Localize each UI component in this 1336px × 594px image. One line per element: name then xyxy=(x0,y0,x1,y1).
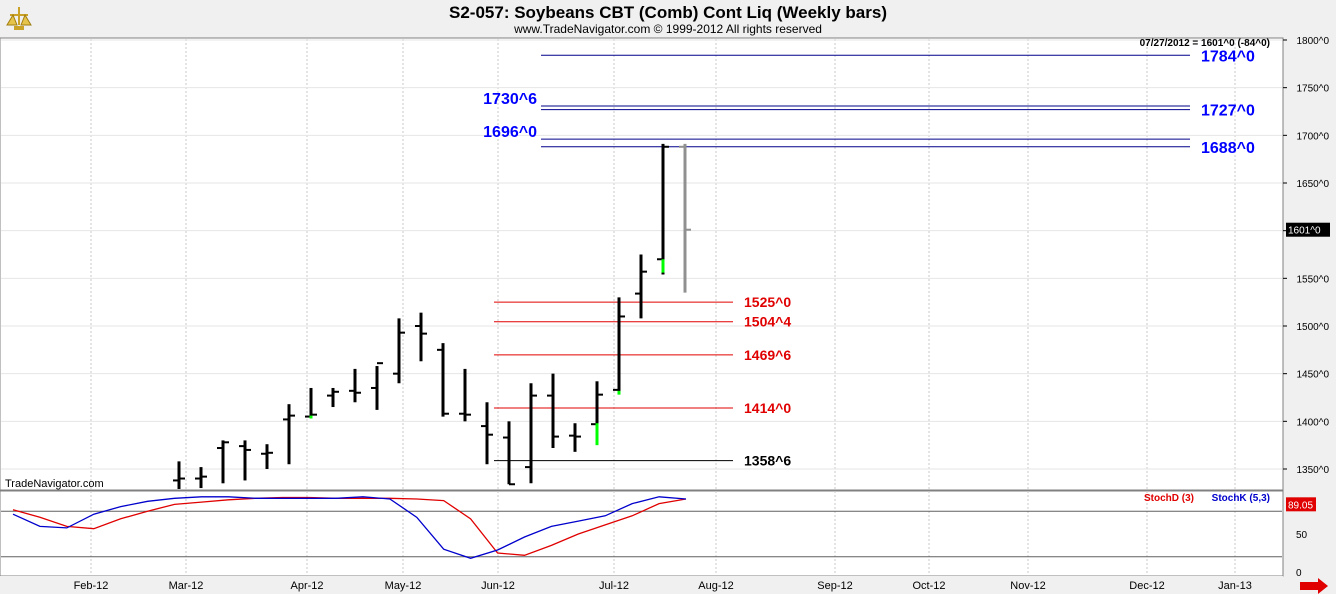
x-tick-label: Jul-12 xyxy=(599,580,629,592)
chart-header: S2-057: Soybeans CBT (Comb) Cont Liq (We… xyxy=(0,0,1336,38)
x-tick-label: Nov-12 xyxy=(1010,580,1045,592)
stochastic-indicator: StochD (3) StochK (5,3) 50 0 89.05 xyxy=(1,493,1316,579)
tradenavigator-logo xyxy=(6,7,32,30)
x-tick-label: Aug-12 xyxy=(698,580,733,592)
level-label: 1414^0 xyxy=(744,400,791,416)
status-readout: 07/27/2012 = 1601^0 (-84^0) xyxy=(1140,38,1270,49)
price-tick-label: 1550^0 xyxy=(1297,274,1330,285)
ohlc-bar xyxy=(415,312,427,362)
price-tick-label: 1800^0 xyxy=(1297,36,1330,47)
ohlc-bar xyxy=(349,368,361,403)
x-tick-label: Jun-12 xyxy=(481,580,515,592)
ohlc-bar xyxy=(195,467,207,489)
right-axis-area xyxy=(1283,38,1336,576)
ohlc-bar xyxy=(635,254,647,319)
stochK-legend: StochK (5,3) xyxy=(1212,493,1270,504)
ohlc-bar xyxy=(327,387,339,408)
level-lines: 1784^0 1730^6 1727^0 1696^0 1688^0 1525^0 1504… xyxy=(483,48,1255,468)
stoch-last-badge xyxy=(1286,497,1316,512)
x-tick-label: Feb-12 xyxy=(74,580,109,592)
ohlc-bar xyxy=(393,318,405,384)
ohlc-bar xyxy=(481,402,493,465)
price-tick-label: 1650^0 xyxy=(1297,179,1330,190)
ohlc-bars xyxy=(173,143,691,489)
x-tick-label: Mar-12 xyxy=(169,580,204,592)
ohlc-bar xyxy=(525,383,537,484)
level-label: 1525^0 xyxy=(744,294,791,310)
level-label: 1469^6 xyxy=(744,347,791,363)
ohlc-bar xyxy=(437,343,449,417)
x-tick-label: Dec-12 xyxy=(1129,580,1164,592)
copyright-text: www.TradeNavigator.com © 1999-2012 All r… xyxy=(514,22,822,36)
stoch-tick-label: 50 xyxy=(1296,530,1308,541)
price-tick-label: 1500^0 xyxy=(1297,322,1330,333)
price-tick-label: 1400^0 xyxy=(1297,417,1330,428)
price-tick-label: 1750^0 xyxy=(1297,84,1330,95)
level-label: 1727^0 xyxy=(1201,103,1255,120)
ohlc-bar xyxy=(217,440,229,484)
level-label: 1730^6 xyxy=(483,91,537,108)
x-tick-label: Sep-12 xyxy=(817,580,852,592)
ohlc-bar xyxy=(547,373,559,449)
vertical-gridlines xyxy=(1,39,1282,575)
level-label: 1504^4 xyxy=(744,314,791,330)
stoch-tick-label: 0 xyxy=(1296,568,1302,579)
last-price-badge xyxy=(1286,222,1330,237)
scroll-right-arrow-icon[interactable] xyxy=(1300,578,1328,594)
ohlc-bar xyxy=(283,404,295,465)
price-tick-label: 1700^0 xyxy=(1297,131,1330,142)
level-label: 1358^6 xyxy=(744,453,791,469)
x-tick-label: Jan-13 xyxy=(1218,580,1252,592)
ohlc-bar xyxy=(261,444,273,469)
date-axis: Feb-12 Mar-12 Apr-12 May-12 Jun-12 Jul-12 Aug-… xyxy=(74,580,1252,592)
bottom-axis-area xyxy=(0,576,1283,594)
last-price-label: 1601^0 xyxy=(1288,226,1321,237)
price-axis: 1800^01750^01700^01650^01600^01550^01500… xyxy=(1283,36,1330,476)
level-label: 1688^0 xyxy=(1201,140,1255,157)
stochK-line xyxy=(12,496,687,559)
stoch-last-label: 89.05 xyxy=(1288,500,1313,511)
price-tick-label: 1450^0 xyxy=(1297,370,1330,381)
stochastic-panel xyxy=(0,490,1284,577)
ohlc-bar xyxy=(503,421,515,486)
x-tick-label: May-12 xyxy=(385,580,422,592)
price-tick-label: 1350^0 xyxy=(1297,465,1330,476)
chart-title: S2-057: Soybeans CBT (Comb) Cont Liq (We… xyxy=(449,3,887,22)
ohlc-bar xyxy=(173,461,185,489)
stochD-legend: StochD (3) xyxy=(1144,493,1194,504)
x-tick-label: Apr-12 xyxy=(290,580,323,592)
level-label: 1784^0 xyxy=(1201,48,1255,65)
ohlc-bar xyxy=(679,143,691,293)
x-tick-label: Oct-12 xyxy=(912,580,945,592)
watermark-text: TradeNavigator.com xyxy=(5,478,104,490)
ohlc-bar xyxy=(613,297,625,393)
ohlc-bar xyxy=(239,440,251,481)
ohlc-bar xyxy=(569,423,581,452)
ohlc-bar xyxy=(371,362,383,410)
level-label: 1696^0 xyxy=(483,124,537,141)
ohlc-bar xyxy=(459,368,471,422)
stochD-line xyxy=(12,496,687,556)
